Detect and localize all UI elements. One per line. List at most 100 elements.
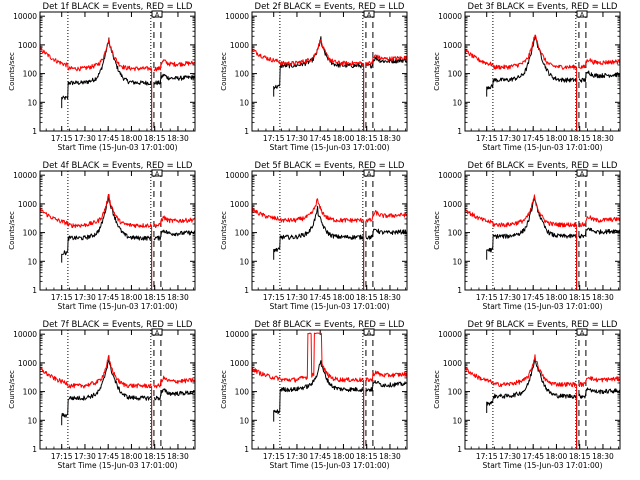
- y-tick-label: 1: [244, 445, 249, 454]
- x-tick-label: 17:45: [309, 134, 331, 143]
- x-axis-label: Start Time (15-Jun-03 17:01:00): [270, 143, 390, 152]
- panel-9: Det 9f BLACK = Events, RED = LLD Counts/s…: [433, 320, 621, 470]
- panel-title: Det 5f BLACK = Events, RED = LLD: [255, 161, 405, 171]
- attenuator-box: [151, 328, 163, 336]
- x-tick-label: 17:15: [476, 452, 498, 461]
- series-events-line: [486, 197, 621, 290]
- y-tick-label: 100: [448, 70, 463, 79]
- series-events-line: [61, 37, 196, 131]
- y-tick-label: 10000: [438, 12, 462, 21]
- x-axis-label: Start Time (15-Jun-03 17:01:00): [483, 461, 603, 470]
- y-tick-label: 10: [27, 416, 37, 425]
- x-tick-label: 17:30: [499, 134, 521, 143]
- x-tick-label: 17:45: [97, 134, 119, 143]
- x-tick-label: 18:00: [121, 134, 143, 143]
- y-axis-label: Counts/sec: [433, 211, 441, 250]
- x-tick-label: 17:30: [499, 293, 521, 302]
- y-tick-label: 100: [448, 229, 463, 238]
- x-tick-label: 18:00: [333, 134, 355, 143]
- series-lld-line: [251, 332, 408, 449]
- series-events-line: [486, 36, 621, 131]
- y-tick-label: 1: [32, 445, 37, 454]
- panel-title: Det 8f BLACK = Events, RED = LLD: [255, 320, 405, 330]
- y-tick-label: 1: [457, 127, 462, 136]
- attenuator-box-label: A: [580, 330, 585, 337]
- y-tick-label: 1: [457, 286, 462, 295]
- y-tick-label: 1: [457, 445, 462, 454]
- y-axis-label: Counts/sec: [8, 370, 16, 409]
- attenuator-box: [576, 169, 588, 177]
- attenuator-box: [576, 328, 588, 336]
- y-tick-label: 10000: [438, 330, 462, 339]
- plot-frame: [39, 329, 196, 450]
- plot-frame: [464, 329, 621, 450]
- x-tick-label: 17:30: [286, 293, 308, 302]
- y-tick-label: 1000: [18, 41, 37, 50]
- x-tick-label: 17:15: [476, 134, 498, 143]
- y-tick-label: 10000: [13, 330, 37, 339]
- y-tick-label: 100: [23, 70, 38, 79]
- series-lld-line: [251, 198, 408, 290]
- y-tick-label: 100: [235, 388, 250, 397]
- attenuator-box-label: A: [155, 330, 160, 337]
- attenuator-box: [576, 10, 588, 18]
- y-tick-label: 10000: [225, 12, 249, 21]
- x-axis-label: Start Time (15-Jun-03 17:01:00): [58, 461, 178, 470]
- y-tick-label: 10000: [438, 171, 462, 180]
- y-axis-label: Counts/sec: [220, 370, 228, 409]
- panel-title: Det 9f BLACK = Events, RED = LLD: [468, 320, 618, 330]
- panel-8: Det 8f BLACK = Events, RED = LLD Counts/s…: [220, 320, 408, 470]
- attenuator-box: [151, 10, 163, 18]
- attenuator-box: [363, 169, 375, 177]
- y-tick-label: 10000: [225, 330, 249, 339]
- plot-frame: [39, 170, 196, 291]
- x-tick-label: 17:15: [51, 452, 73, 461]
- x-tick-label: 18:15: [569, 293, 591, 302]
- series-lld-line: [39, 193, 195, 290]
- panel-2: Det 2f BLACK = Events, RED = LLD Counts/s…: [220, 2, 408, 152]
- x-axis-label: Start Time (15-Jun-03 17:01:00): [270, 302, 390, 311]
- y-tick-label: 100: [235, 70, 250, 79]
- series-events-line: [486, 357, 621, 449]
- plot-frame: [251, 170, 408, 291]
- panel-title: Det 6f BLACK = Events, RED = LLD: [468, 161, 618, 171]
- x-axis-label: Start Time (15-Jun-03 17:01:00): [483, 143, 603, 152]
- series-lld-line: [464, 354, 621, 449]
- panel-title: Det 1f BLACK = Events, RED = LLD: [43, 2, 193, 12]
- y-tick-label: 1000: [443, 359, 462, 368]
- y-tick-label: 1: [32, 286, 37, 295]
- x-axis-label: Start Time (15-Jun-03 17:01:00): [58, 302, 178, 311]
- x-tick-label: 18:00: [546, 134, 568, 143]
- y-tick-label: 100: [235, 229, 250, 238]
- y-tick-label: 10: [452, 416, 462, 425]
- attenuator-box-label: A: [155, 12, 160, 19]
- y-tick-label: 1000: [230, 41, 249, 50]
- y-tick-label: 100: [448, 388, 463, 397]
- y-tick-label: 1: [244, 127, 249, 136]
- series-events-line: [273, 36, 408, 131]
- x-axis-label: Start Time (15-Jun-03 17:01:00): [270, 461, 390, 470]
- y-tick-label: 100: [23, 388, 38, 397]
- x-tick-label: 18:30: [592, 134, 614, 143]
- x-tick-label: 17:45: [97, 452, 119, 461]
- attenuator-box: [151, 169, 163, 177]
- attenuator-box-label: A: [367, 171, 372, 178]
- series-events-line: [61, 358, 196, 449]
- x-tick-label: 18:15: [356, 293, 378, 302]
- attenuator-box-label: A: [155, 171, 160, 178]
- x-tick-label: 17:45: [522, 134, 544, 143]
- y-tick-label: 10: [452, 98, 462, 107]
- x-tick-label: 18:15: [569, 134, 591, 143]
- x-tick-label: 17:30: [286, 452, 308, 461]
- y-tick-label: 1: [244, 286, 249, 295]
- y-tick-label: 10: [27, 257, 37, 266]
- y-tick-label: 100: [23, 229, 38, 238]
- panel-5: Det 5f BLACK = Events, RED = LLD Counts/s…: [220, 161, 408, 311]
- y-tick-label: 1000: [230, 200, 249, 209]
- y-axis-label: Counts/sec: [433, 52, 441, 91]
- x-tick-label: 18:00: [333, 452, 355, 461]
- x-tick-label: 18:00: [546, 452, 568, 461]
- y-tick-label: 10: [239, 416, 249, 425]
- plot-frame: [39, 11, 196, 132]
